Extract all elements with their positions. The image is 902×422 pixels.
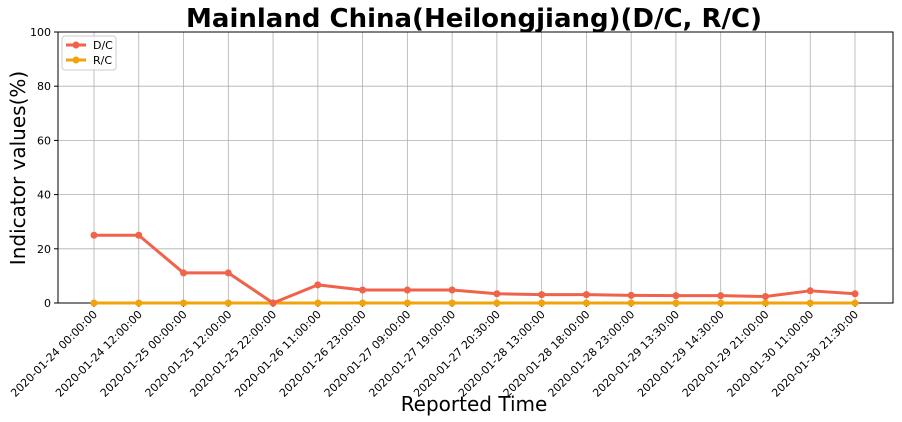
series-lines xyxy=(90,231,859,307)
legend: D/C R/C xyxy=(61,35,117,71)
legend-label-dc: D/C xyxy=(93,39,113,52)
x-tick-label: 2020-01-27 09:00:00 xyxy=(322,308,414,400)
data-point-dc xyxy=(717,292,725,300)
data-point-rc xyxy=(672,299,680,307)
data-point-dc xyxy=(582,291,590,299)
y-tick-label: 0 xyxy=(44,297,51,310)
data-point-rc xyxy=(806,299,814,307)
data-point-rc xyxy=(448,299,456,307)
y-tick-label: 20 xyxy=(37,243,51,256)
x-tick-label: 2020-01-29 13:30:00 xyxy=(590,308,682,400)
x-tick-label: 2020-01-24 00:00:00 xyxy=(8,308,100,400)
data-point-dc xyxy=(761,292,769,300)
x-tick-label: 2020-01-26 11:00:00 xyxy=(232,308,324,400)
x-tick-label: 2020-01-24 12:00:00 xyxy=(53,308,145,400)
y-tick-label: 60 xyxy=(37,134,51,147)
x-tick-label: 2020-01-28 18:00:00 xyxy=(501,308,593,400)
data-point-rc xyxy=(761,299,769,307)
x-tick-label: 2020-01-29 14:30:00 xyxy=(635,308,727,400)
data-point-dc xyxy=(269,299,277,307)
x-tick-label: 2020-01-27 19:00:00 xyxy=(366,308,458,400)
y-axis-ticks: 0 20 40 60 80 100 xyxy=(30,26,58,310)
chart-title: Mainland China(Heilongjiang)(D/C, R/C) xyxy=(186,4,762,34)
data-point-rc xyxy=(359,299,367,307)
data-point-dc xyxy=(448,286,456,294)
data-point-rc xyxy=(538,299,546,307)
data-point-dc xyxy=(224,269,232,277)
data-point-dc xyxy=(403,286,411,294)
data-point-rc xyxy=(627,299,635,307)
data-point-rc xyxy=(403,299,411,307)
x-tick-label: 2020-01-30 21:30:00 xyxy=(769,308,861,400)
x-tick-label: 2020-01-30 11:00:00 xyxy=(725,308,817,400)
data-point-dc xyxy=(538,291,546,299)
data-point-dc xyxy=(493,290,501,298)
y-tick-label: 80 xyxy=(37,80,51,93)
legend-marker-dc xyxy=(72,41,80,49)
data-point-dc xyxy=(180,269,188,277)
x-tick-label: 2020-01-28 23:00:00 xyxy=(545,308,637,400)
data-point-rc xyxy=(582,299,590,307)
data-point-rc xyxy=(135,299,143,307)
x-tick-label: 2020-01-25 22:00:00 xyxy=(187,308,279,400)
data-point-rc xyxy=(493,299,501,307)
data-point-rc xyxy=(90,299,98,307)
data-point-rc xyxy=(180,299,188,307)
grid-lines xyxy=(58,31,893,304)
x-tick-label: 2020-01-28 13:00:00 xyxy=(456,308,548,400)
x-tick-label: 2020-01-25 12:00:00 xyxy=(143,308,235,400)
data-point-dc xyxy=(672,292,680,300)
data-point-rc xyxy=(314,299,322,307)
x-tick-label: 2020-01-25 00:00:00 xyxy=(98,308,190,400)
x-tick-label: 2020-01-27 20:30:00 xyxy=(411,308,503,400)
y-tick-label: 100 xyxy=(30,26,51,39)
data-point-dc xyxy=(627,291,635,299)
data-point-rc xyxy=(717,299,725,307)
data-point-dc xyxy=(359,286,367,294)
x-tick-label: 2020-01-29 21:00:00 xyxy=(680,308,772,400)
x-tick-label: 2020-01-26 23:00:00 xyxy=(277,308,369,400)
series-line-dc xyxy=(94,233,856,305)
y-tick-label: 40 xyxy=(37,189,51,202)
x-axis-label: Reported Time xyxy=(401,392,548,416)
data-point-rc xyxy=(224,299,232,307)
data-point-dc xyxy=(851,290,859,298)
data-point-dc xyxy=(314,281,322,289)
data-point-rc xyxy=(851,299,859,307)
data-point-dc xyxy=(90,231,98,239)
legend-marker-rc xyxy=(72,56,80,64)
data-point-dc xyxy=(806,287,814,295)
y-axis-label: Indicator values(%) xyxy=(6,71,30,265)
legend-label-rc: R/C xyxy=(93,54,112,67)
data-point-dc xyxy=(135,231,143,239)
